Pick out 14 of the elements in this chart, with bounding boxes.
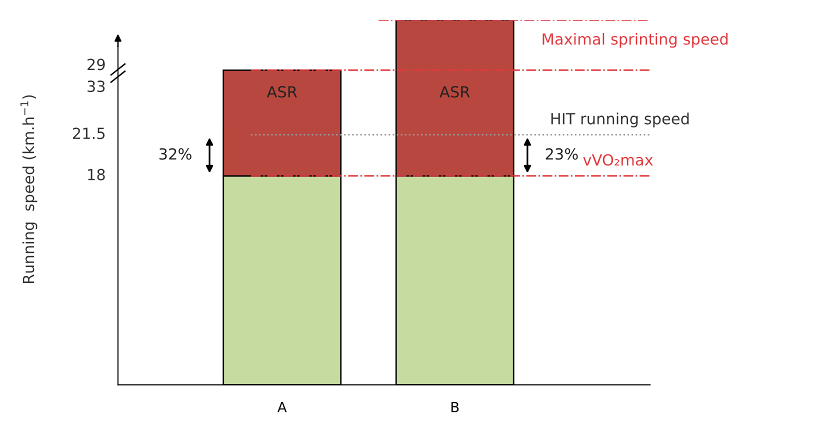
ref-line-label: Maximal sprinting speed (542, 32, 728, 48)
annotation: ASR (266, 86, 298, 98)
text: 33 (88, 80, 105, 92)
text: 21.5 (72, 128, 105, 140)
text: 18 (88, 168, 105, 180)
ref-line-label: vVO₂max (583, 154, 653, 166)
text: 32% (159, 148, 192, 160)
x-tick-label: A (277, 402, 287, 412)
text: Running speed (km.h$^{−1}$) (20, 95, 38, 284)
ref-line-label: HIT running speed (551, 112, 689, 128)
annotation: 23% (546, 148, 578, 160)
text: 29 (88, 58, 105, 70)
x-tick-label: B (451, 402, 459, 412)
annotation: ASR (440, 86, 470, 98)
